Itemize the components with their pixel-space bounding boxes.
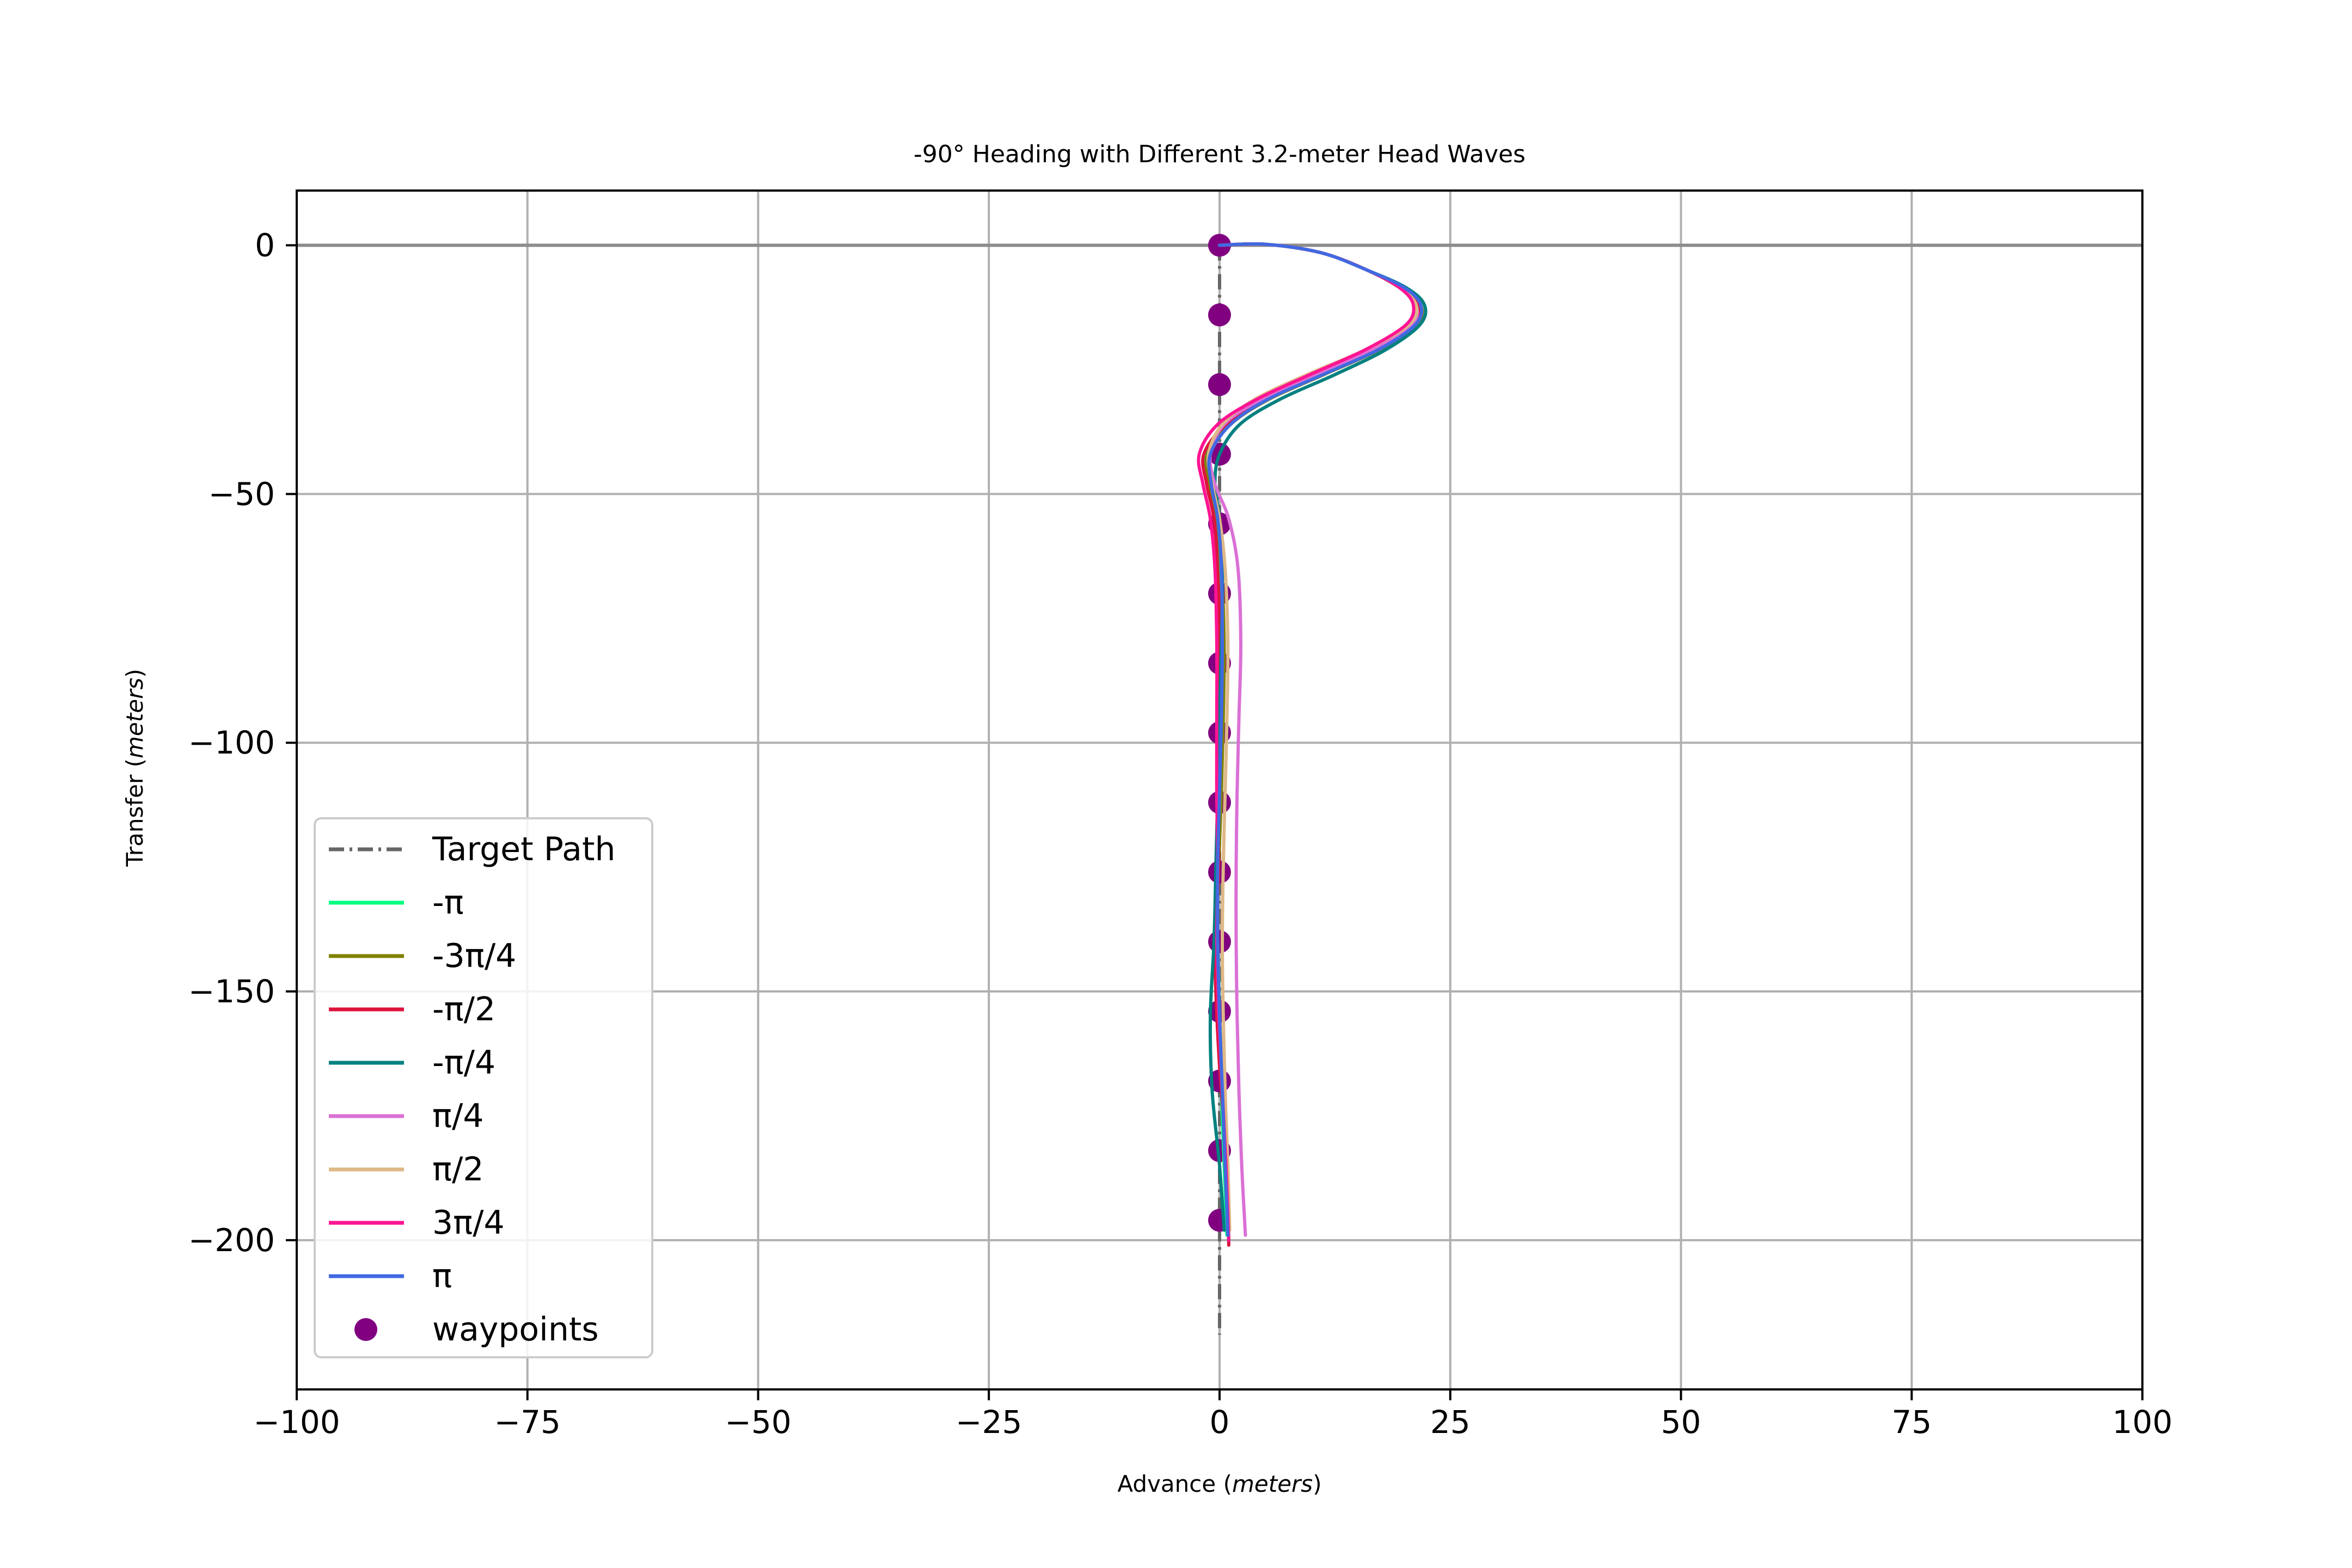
series-lines bbox=[1197, 242, 1428, 1247]
x-tick-label-4: 0 bbox=[1210, 1404, 1230, 1441]
x-tick-label-7: 75 bbox=[1891, 1404, 1932, 1441]
waypoint-2 bbox=[1208, 373, 1231, 396]
y-tick-label-4: −200 bbox=[188, 1222, 275, 1259]
y-tick-label-3: −150 bbox=[188, 973, 275, 1010]
legend-label-minus-pi-over-2: -π/2 bbox=[432, 990, 495, 1028]
x-ticks: −100 −75 −50 −25 0 25 50 75 100 bbox=[253, 1389, 2172, 1441]
legend-label-waypoints: waypoints bbox=[432, 1310, 599, 1349]
x-tick-label-1: −75 bbox=[494, 1404, 561, 1441]
legend-label-minus-pi-over-4: -π/4 bbox=[432, 1044, 495, 1082]
waypoint-10 bbox=[1208, 930, 1231, 953]
chart-title: -90° Heading with Different 3.2-meter He… bbox=[914, 140, 1526, 168]
series-line-pi bbox=[1207, 242, 1424, 1237]
waypoint-1 bbox=[1208, 303, 1231, 327]
y-tick-label-2: −100 bbox=[188, 724, 275, 761]
legend-label-target-path: Target Path bbox=[432, 830, 616, 868]
legend-swatch-waypoints bbox=[354, 1318, 377, 1341]
x-tick-label-0: −100 bbox=[253, 1404, 340, 1441]
x-tick-label-8: 100 bbox=[2112, 1404, 2173, 1441]
x-tick-label-6: 50 bbox=[1661, 1404, 1701, 1441]
x-tick-label-3: −25 bbox=[955, 1404, 1022, 1441]
legend-label-pi-over-4: π/4 bbox=[432, 1097, 484, 1135]
legend: Target Path -π -3π/4 -π/2 -π/4 π/4 π/2 3π/4 π way… bbox=[314, 817, 653, 1358]
legend-label-pi: π bbox=[432, 1257, 452, 1295]
legend-label-3pi-over-4: 3π/4 bbox=[432, 1204, 505, 1242]
y-tick-label-1: −50 bbox=[209, 475, 275, 512]
legend-label-pi-over-2: π/2 bbox=[432, 1150, 484, 1189]
legend-label-minus-3pi-over-4: -3π/4 bbox=[432, 937, 516, 975]
x-tick-label-2: −50 bbox=[725, 1404, 791, 1441]
y-axis-label: Transfer (meters) bbox=[121, 669, 148, 867]
x-axis-label: Advance (meters) bbox=[1117, 1471, 1321, 1497]
y-ticks: 0 −50 −100 −150 −200 bbox=[188, 227, 297, 1259]
x-tick-label-5: 25 bbox=[1430, 1404, 1471, 1441]
legend-label-minus-pi: -π bbox=[432, 884, 464, 922]
y-tick-label-0: 0 bbox=[255, 227, 275, 264]
